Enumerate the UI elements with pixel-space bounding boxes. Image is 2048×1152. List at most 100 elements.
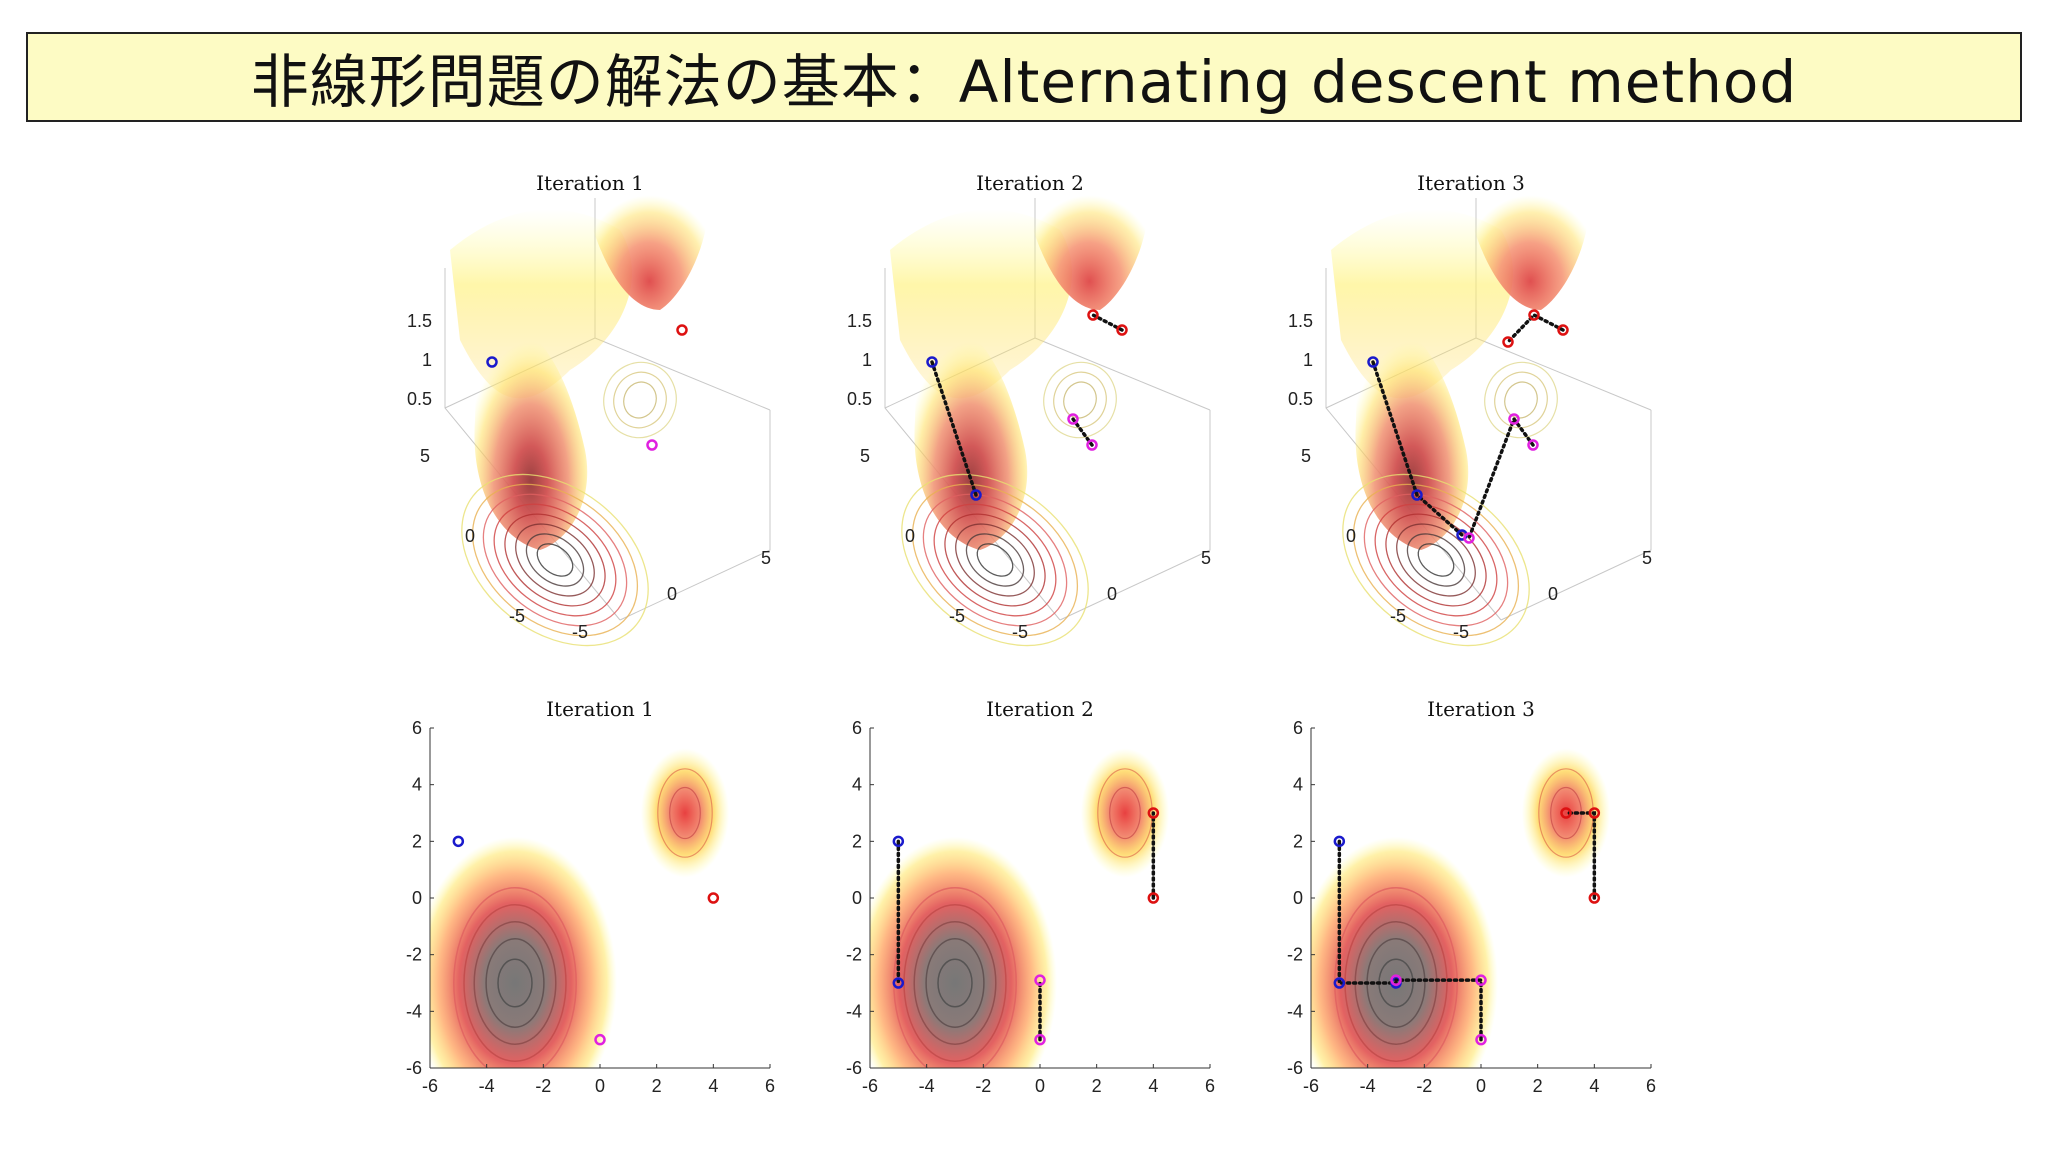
contour-line [965, 533, 1025, 587]
iterate-point [1333, 835, 1346, 848]
x-tick-label: -2 [535, 1076, 551, 1096]
contour-line [497, 958, 533, 1008]
contour-panel-1: -6 -4 -2 0 2 4 6 -6 -4 -2 0 2 4 6 Iteration 1 [406, 697, 775, 1096]
x-tick-label: 0 [1107, 584, 1117, 604]
x-tick-label: 0 [667, 584, 677, 604]
y-tick-label: -5 [509, 606, 525, 626]
contour-line [525, 533, 585, 587]
surface-valley [914, 318, 1028, 550]
contour-line [1374, 503, 1498, 617]
iterate-point [1588, 807, 1601, 819]
path-line [1394, 978, 1483, 1042]
path-line [1337, 839, 1398, 985]
box-edge [1475, 337, 1652, 411]
iterate-point [452, 835, 465, 848]
contour-line [461, 473, 649, 647]
iterate-point [1475, 1033, 1487, 1046]
contour-line [1504, 381, 1538, 419]
y-tick-label: 5 [420, 446, 430, 466]
y-tick-label: 6 [852, 718, 862, 738]
y-tick-label: -4 [406, 1001, 422, 1021]
contour-line [603, 361, 677, 439]
x-tick-label: 2 [1092, 1076, 1102, 1096]
contour-panel-3: -6 -4 -2 0 2 4 6 -6 -4 -2 0 2 4 6 Iteration 3 [1287, 697, 1656, 1096]
x-tick-label: 6 [765, 1076, 775, 1096]
contour-line [933, 503, 1057, 617]
iterate-point [1147, 807, 1160, 819]
iterate-point [1528, 309, 1540, 321]
iterate-point [1147, 892, 1160, 904]
contour-line [1109, 786, 1141, 840]
contour-line [922, 493, 1068, 627]
y-tick-label: 4 [412, 775, 422, 795]
x-tick-label: -5 [1453, 622, 1469, 642]
contour-line [1043, 361, 1117, 439]
y-tick-label: 2 [412, 831, 422, 851]
x-tick-label: 0 [1548, 584, 1558, 604]
iterate-point [594, 1033, 606, 1046]
contour-line [1494, 371, 1548, 429]
y-tick-label: 4 [1293, 775, 1303, 795]
contour-line [1417, 543, 1455, 577]
iterate-point [926, 356, 938, 368]
x-tick-label: 2 [652, 1076, 662, 1096]
panel-title: Iteration 1 [546, 697, 654, 721]
contour-line [493, 503, 617, 617]
y-tick-label: 5 [860, 446, 870, 466]
y-tick-label: -5 [949, 606, 965, 626]
iterate-point [486, 356, 498, 368]
y-tick-label: -4 [1287, 1001, 1303, 1021]
contour-line [657, 768, 713, 858]
iterate-point [970, 489, 982, 501]
x-tick-label: -4 [1360, 1076, 1376, 1096]
x-tick-label: 5 [761, 548, 771, 568]
z-tick-label: 0.5 [1288, 389, 1313, 409]
iterate-point [1411, 489, 1423, 501]
plot-area [1311, 728, 1651, 1068]
contour-line [1363, 493, 1509, 627]
iterate-point [1067, 413, 1079, 425]
contour-line [482, 493, 628, 627]
x-tick-label: 5 [1201, 548, 1211, 568]
z-tick-label: 0.5 [847, 389, 872, 409]
box-edge [594, 337, 771, 411]
contour-line [463, 904, 567, 1062]
contour-line [485, 938, 545, 1028]
surface-peak [590, 166, 709, 310]
x-tick-label: -2 [1416, 1076, 1432, 1096]
panel-title: Iteration 3 [1427, 697, 1535, 721]
x-tick-label: -2 [975, 1076, 991, 1096]
contour-line [1352, 483, 1520, 637]
iterate-point [1390, 974, 1402, 986]
contour-line [613, 371, 667, 429]
contour-line [473, 921, 557, 1045]
y-tick-label: 6 [1293, 718, 1303, 738]
iterate-point [1367, 356, 1379, 368]
iterate-point [1034, 1033, 1046, 1046]
y-tick-label: 4 [852, 775, 862, 795]
x-tick-label: 6 [1205, 1076, 1215, 1096]
x-tick-label: 4 [708, 1076, 718, 1096]
contour-line [913, 921, 997, 1045]
contour-line [937, 958, 973, 1008]
contour-line [1063, 381, 1097, 419]
surface-valley [1355, 318, 1469, 550]
box-edge [1034, 337, 1211, 411]
plot-area [870, 728, 1210, 1068]
iterate-point [1527, 439, 1539, 451]
x-tick-label: 5 [1642, 548, 1652, 568]
z-tick-label: 1.5 [1288, 311, 1313, 331]
x-tick-label: 0 [1035, 1076, 1045, 1096]
y-tick-label: 0 [852, 888, 862, 908]
x-tick-label: 6 [1646, 1076, 1656, 1096]
iterate-point [892, 835, 905, 848]
contour-line [623, 381, 657, 419]
iterate-point [1560, 807, 1572, 819]
y-tick-label: -2 [846, 945, 862, 965]
surface-panel-1: Iteration 11.510.550-5-505 [407, 166, 771, 647]
y-tick-label: 2 [1293, 831, 1303, 851]
x-tick-label: -4 [919, 1076, 935, 1096]
contour-line [471, 483, 639, 637]
x-tick-label: 0 [595, 1076, 605, 1096]
x-tick-label: -4 [479, 1076, 495, 1096]
